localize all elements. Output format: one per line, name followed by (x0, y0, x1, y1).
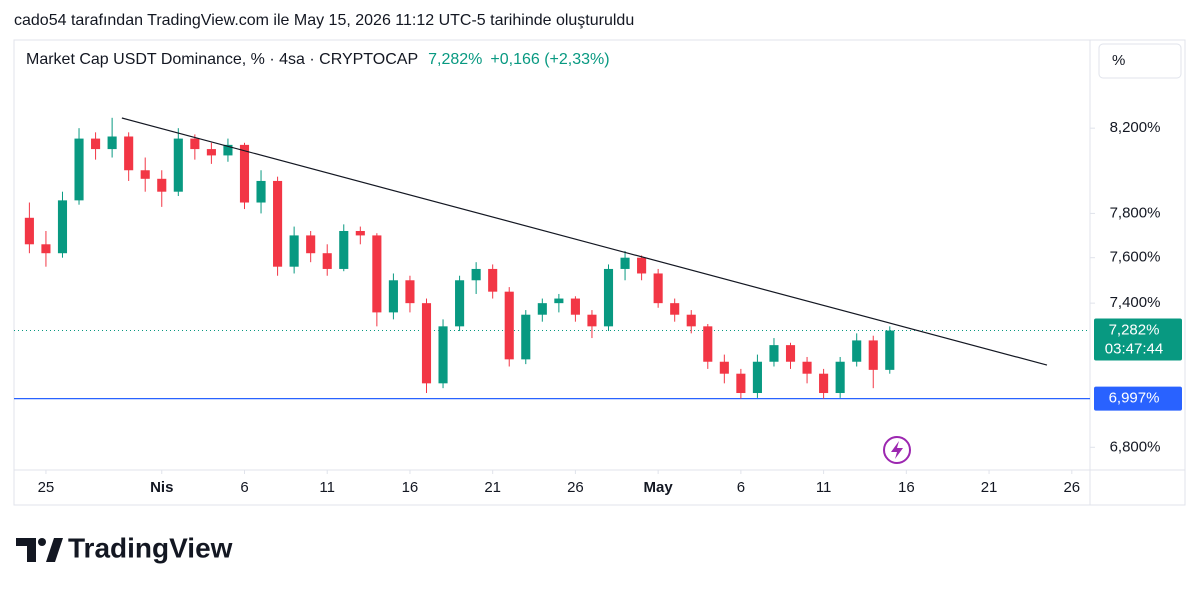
candle-body (256, 180, 266, 203)
scale-button-label[interactable]: % (1112, 52, 1125, 69)
candle-body (686, 314, 696, 327)
legend: Market Cap USDT Dominance, % · 4sa · CRY… (26, 51, 610, 68)
candle-body (74, 138, 84, 201)
scale-button[interactable] (1098, 43, 1182, 79)
candle-body (852, 340, 862, 362)
candle-body (653, 273, 663, 304)
countdown-label: 03:47:44 (1105, 341, 1163, 358)
candle-body (736, 373, 746, 394)
candle-body (769, 345, 779, 362)
x-tick-label: 16 (402, 479, 419, 496)
x-tick-label: 11 (816, 479, 832, 496)
header-text: cado54 tarafından TradingView.com ile Ma… (14, 12, 634, 29)
legend-change: +0,166 (+2,33%) (490, 51, 609, 68)
candle-body (41, 244, 51, 254)
candle-body (339, 230, 349, 269)
candle-body (868, 340, 878, 370)
trendline (121, 117, 1048, 366)
candle-body (124, 136, 134, 171)
x-tick-label: 26 (567, 479, 584, 496)
x-tick-label: 21 (484, 479, 501, 496)
last-price-label-box (1094, 318, 1182, 361)
candle-body (173, 138, 183, 192)
candle-body (537, 303, 547, 315)
candle-body (835, 361, 845, 394)
candle-body (785, 345, 796, 362)
y-tick-label: 6,800% (1110, 438, 1161, 455)
candle-body (306, 235, 316, 254)
candle-body (471, 268, 481, 281)
candle-body (819, 373, 829, 394)
candle-body (24, 217, 34, 245)
brand-name: TradingView (68, 532, 233, 563)
candle-body (885, 330, 895, 370)
candle-body (570, 298, 580, 315)
y-tick-label: 7,800% (1110, 204, 1161, 221)
x-tick-label: May (644, 479, 674, 496)
candle-body (752, 361, 762, 394)
x-tick-label: 16 (898, 479, 915, 496)
candle-body (587, 314, 597, 327)
hline-label: 6,997% (1109, 390, 1160, 407)
candle-body (488, 268, 498, 292)
candle-body (107, 136, 117, 150)
x-tick-label: 21 (981, 479, 998, 496)
last-price-label: 7,282% (1109, 322, 1160, 339)
candle-body (206, 149, 216, 156)
x-tick-label: 26 (1063, 479, 1080, 496)
candle-body (372, 235, 382, 313)
legend-value: 7,282% (428, 51, 482, 68)
candle-body (273, 180, 283, 267)
candle-body (388, 280, 398, 313)
candle-body (289, 235, 299, 267)
candle-body (620, 257, 630, 269)
candle-body (190, 138, 200, 150)
y-tick-label: 7,400% (1110, 294, 1161, 311)
candle-body (637, 257, 647, 274)
candle-body (239, 144, 250, 203)
candle-body (355, 230, 365, 236)
candle-body (140, 170, 150, 179)
y-tick-label: 8,200% (1110, 119, 1161, 136)
candle-body (421, 303, 432, 384)
candle-body (670, 303, 680, 315)
x-tick-label: 11 (319, 479, 335, 496)
event-icon (883, 436, 911, 464)
candle-body (157, 178, 167, 192)
candle-body (719, 361, 729, 374)
candle-body (603, 268, 614, 327)
candle-body (455, 280, 465, 327)
candle-body (521, 314, 531, 360)
x-tick-label: 25 (38, 479, 55, 496)
candle-body (554, 298, 564, 304)
candle-body (223, 144, 233, 156)
candle-body (802, 361, 812, 374)
candle-body (405, 280, 415, 304)
candle-body (57, 200, 68, 254)
candle-body (504, 291, 514, 360)
chart-title: Market Cap USDT Dominance, % · 4sa · CRY… (26, 51, 418, 68)
hline-label-box (1094, 386, 1182, 411)
candle-body (91, 138, 101, 150)
chart-frame (13, 39, 1186, 506)
x-tick-label: 6 (240, 479, 248, 496)
brand-logo: TradingView (16, 532, 233, 563)
y-tick-label: 7,600% (1110, 249, 1161, 266)
candle-body (703, 326, 713, 362)
x-tick-label: 6 (737, 479, 745, 496)
x-tick-label: Nis (150, 479, 173, 496)
candle-body (322, 253, 332, 269)
candle-body (438, 326, 448, 384)
